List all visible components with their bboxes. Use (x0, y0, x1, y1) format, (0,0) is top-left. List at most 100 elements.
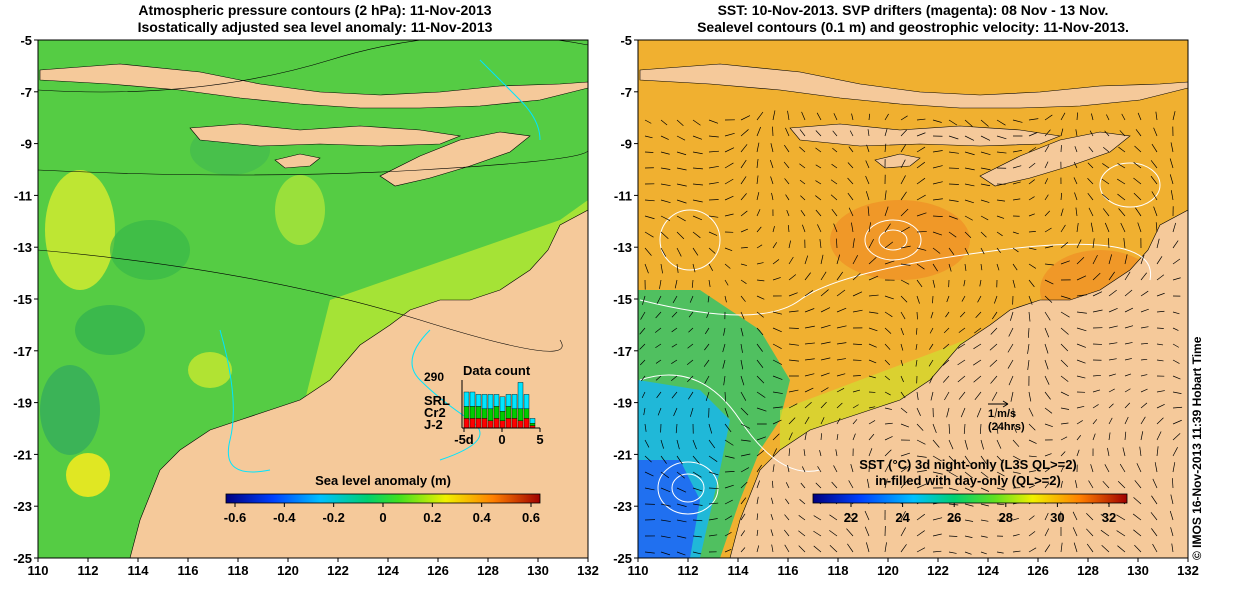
isobath-contour (411, 329, 481, 461)
velocity-arrow (948, 215, 958, 220)
inset-bar-segment (511, 418, 518, 429)
velocity-arrow (815, 482, 822, 489)
velocity-arrow (964, 551, 972, 555)
velocity-arrow (756, 529, 759, 537)
x-tick-label: 112 (78, 563, 99, 578)
velocity-arrow (852, 272, 861, 281)
velocity-arrow (724, 439, 734, 446)
velocity-arrow (1074, 192, 1078, 201)
velocity-arrow (660, 183, 671, 187)
velocity-scale-arrowhead (1002, 400, 1009, 408)
velocity-scale-sublabel: (24hrs) (988, 421, 1025, 433)
velocity-arrow (740, 159, 747, 169)
velocity-arrow (980, 519, 989, 522)
velocity-arrow (672, 295, 678, 304)
velocity-arrow (835, 449, 838, 457)
velocity-arrow (884, 113, 889, 121)
velocity-arrow (961, 295, 966, 302)
velocity-arrow (996, 135, 1007, 140)
x-tick-label: 128 (477, 563, 499, 578)
velocity-arrow (996, 247, 1001, 254)
pressure-contour (38, 149, 588, 176)
inset-bar-segment (475, 394, 482, 407)
inset-bar-segment (517, 382, 524, 409)
velocity-arrow (692, 199, 703, 203)
velocity-arrow (1044, 391, 1051, 400)
velocity-arrow (1150, 512, 1158, 521)
velocity-arrow (1101, 544, 1110, 553)
velocity-arrow (929, 327, 934, 334)
velocity-arrow (832, 130, 838, 137)
velocity-arrow (1170, 494, 1174, 505)
velocity-arrow (785, 498, 790, 505)
inset-title: Data count (463, 363, 531, 378)
velocity-arrow (1087, 177, 1094, 185)
velocity-arrow (963, 279, 966, 287)
velocity-arrow (1104, 130, 1110, 137)
velocity-arrow (1170, 527, 1174, 537)
velocity-arrow (1072, 511, 1078, 521)
velocity-arrow (900, 129, 907, 137)
velocity-arrow (948, 183, 959, 185)
velocity-arrow (1072, 527, 1078, 537)
velocity-arrow (704, 343, 710, 351)
velocity-arrow (1028, 247, 1037, 251)
velocity-arrow (948, 231, 957, 238)
y-tick-label: -19 (13, 396, 32, 411)
island-chain-north (39, 63, 588, 109)
velocity-arrow (932, 181, 943, 185)
velocity-arrow (1012, 198, 1021, 201)
velocity-arrow (852, 309, 863, 313)
velocity-arrow (916, 177, 926, 185)
velocity-arrow (688, 327, 694, 333)
velocity-arrow (1152, 543, 1158, 553)
velocity-arrow (1027, 359, 1030, 370)
velocity-arrow (676, 199, 687, 204)
velocity-arrow (708, 165, 719, 169)
velocity-arrow (836, 342, 847, 345)
velocity-arrow (979, 279, 982, 287)
inset-bar-segment (505, 406, 512, 419)
velocity-arrow (900, 245, 911, 249)
velocity-arrow (692, 503, 703, 506)
velocity-arrow (644, 487, 655, 491)
velocity-arrow (852, 375, 861, 377)
velocity-arrow (1028, 391, 1032, 402)
velocity-arrow (1090, 222, 1094, 233)
sst-colorbar: SST (°C) 3d night-only (L3S QL>=2) in-fi… (812, 457, 1128, 525)
velocity-arrow (1172, 419, 1182, 425)
velocity-arrow (660, 471, 670, 479)
x-tick-label: 114 (128, 563, 150, 578)
velocity-arrow (1012, 231, 1019, 235)
velocity-arrow (1139, 446, 1142, 457)
x-tick-label: 116 (178, 563, 199, 578)
velocity-arrow (916, 279, 923, 288)
velocity-arrow (900, 343, 904, 351)
velocity-arrow (740, 467, 750, 473)
velocity-arrow (740, 129, 749, 137)
velocity-arrow (980, 247, 985, 255)
velocity-arrow (1012, 471, 1021, 474)
velocity-arrow (964, 151, 975, 156)
velocity-arrow (800, 195, 806, 201)
velocity-arrow (1117, 480, 1126, 489)
inset-bar-segment (469, 406, 476, 419)
velocity-arrow (1091, 113, 1094, 121)
velocity-arrow (788, 343, 799, 346)
velocity-arrow (724, 423, 732, 433)
velocity-arrow (724, 279, 729, 286)
velocity-arrow (948, 119, 958, 126)
velocity-arrow (932, 517, 943, 521)
inset-bar-segment (475, 406, 482, 419)
velocity-arrow (980, 535, 988, 538)
velocity-arrow (900, 466, 910, 473)
velocity-arrow (756, 142, 760, 153)
y-tick-label: -15 (613, 292, 632, 307)
velocity-arrow (884, 311, 893, 318)
inset-bar-segment (481, 418, 488, 429)
velocity-arrow (833, 113, 838, 121)
velocity-arrow (692, 455, 700, 464)
velocity-arrow (772, 242, 778, 249)
velocity-arrow (1007, 343, 1014, 353)
sealevel-eddy-contour (864, 219, 922, 261)
